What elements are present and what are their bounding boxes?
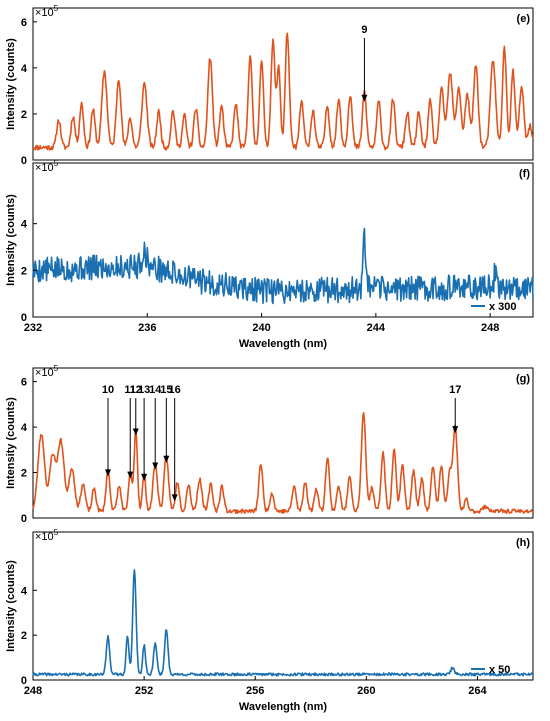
- peak-annotation: 12: [130, 384, 142, 436]
- axes-frame: [32, 162, 534, 318]
- legend-label: x 300: [489, 301, 517, 313]
- panel-label: (g): [516, 373, 530, 385]
- annotation-arrow-head: [452, 426, 459, 434]
- y-tick-label: 2: [21, 630, 27, 642]
- y-axis-label: Intensity (counts): [5, 194, 17, 286]
- x-tick-label: 248: [24, 685, 42, 697]
- annotation-label: 13: [138, 384, 150, 396]
- annotation-arrow-head: [127, 471, 134, 479]
- y-axis-label: Intensity (counts): [5, 38, 17, 130]
- x-axis-label: Wavelength (nm): [239, 701, 328, 713]
- series-line: [32, 227, 534, 305]
- y-tick-label: 4: [21, 63, 28, 75]
- panel-h: 0 2 4 248 252 256 260 264 ×105 (h) Intensity (coun…: [5, 528, 534, 713]
- annotation-arrow-head: [105, 469, 111, 477]
- annotation-label: 11: [124, 384, 136, 396]
- y-tick-label: 4: [21, 585, 28, 597]
- peak-annotation: 10: [102, 384, 114, 477]
- x-tick-label: 240: [252, 322, 270, 334]
- peak-annotation: 17: [449, 384, 461, 434]
- panel-label: (f): [519, 168, 530, 180]
- x-tick-label: 236: [138, 322, 156, 334]
- y-tick-label: 2: [21, 468, 27, 480]
- x-axis-label: Wavelength (nm): [239, 338, 328, 350]
- axes-frame: [32, 367, 534, 519]
- y-axis-label: Intensity (counts): [5, 397, 17, 489]
- y-tick-label: 6: [21, 377, 27, 389]
- series-line: [32, 32, 534, 151]
- y-axis-label: Intensity (counts): [5, 560, 17, 652]
- y-tick-label: 0: [21, 312, 27, 324]
- legend: x 300: [471, 301, 517, 313]
- annotation-label: 15: [160, 384, 172, 396]
- y-exponent-label: ×105: [35, 159, 59, 174]
- x-tick-label: 256: [246, 685, 264, 697]
- annotation-arrow-head: [152, 462, 159, 470]
- panel-label: (e): [517, 13, 531, 25]
- axes-frame: [32, 531, 534, 681]
- y-tick-label: 0: [21, 155, 27, 167]
- y-exponent-label: ×105: [35, 4, 59, 19]
- annotation-arrow-head: [163, 455, 170, 463]
- peak-annotation: 14: [149, 384, 162, 470]
- annotation-arrow-head: [171, 494, 178, 502]
- peak-annotation: 15: [160, 384, 172, 463]
- x-tick-label: 260: [357, 685, 375, 697]
- series-line: [32, 412, 534, 514]
- peak-annotation: 11: [124, 384, 136, 479]
- y-tick-label: 0: [21, 675, 27, 687]
- x-tick-label: 244: [367, 322, 386, 334]
- y-tick-label: 2: [21, 265, 27, 277]
- x-tick-label: 248: [481, 322, 499, 334]
- peak-annotation: 13: [138, 384, 150, 481]
- panel-f: 0 2 4 232 236 240 244 248 ×105 (f) Intensity (coun…: [5, 159, 534, 350]
- annotation-arrow-head: [361, 94, 368, 102]
- series-line: [32, 569, 534, 677]
- y-exponent-label: ×105: [35, 528, 59, 543]
- annotation-label: 12: [130, 384, 142, 396]
- y-exponent-label: ×105: [35, 364, 59, 379]
- axes-frame: [32, 7, 534, 161]
- annotation-label: 10: [102, 384, 114, 396]
- annotation-arrow-head: [141, 473, 148, 481]
- panel-label: (h): [516, 537, 530, 549]
- y-tick-label: 4: [21, 219, 28, 231]
- panel-e: 0 2 4 6 ×105 (e) Intensity (counts) 9: [5, 4, 534, 167]
- y-tick-label: 0: [21, 513, 27, 525]
- annotation-arrow-head: [132, 428, 139, 436]
- peak-annotation: 16: [169, 384, 181, 502]
- annotation-label: 17: [449, 384, 461, 396]
- y-tick-label: 2: [21, 109, 27, 121]
- legend-label: x 50: [489, 664, 510, 676]
- x-tick-label: 264: [468, 685, 487, 697]
- y-tick-label: 6: [21, 17, 27, 29]
- x-tick-label: 252: [135, 685, 153, 697]
- x-tick-label: 232: [24, 322, 42, 334]
- legend: x 50: [471, 664, 510, 676]
- annotation-label: 14: [149, 384, 162, 396]
- annotation-label: 16: [169, 384, 181, 396]
- peak-annotation: 9: [361, 24, 367, 102]
- annotation-label: 9: [361, 24, 367, 36]
- y-tick-label: 4: [21, 422, 28, 434]
